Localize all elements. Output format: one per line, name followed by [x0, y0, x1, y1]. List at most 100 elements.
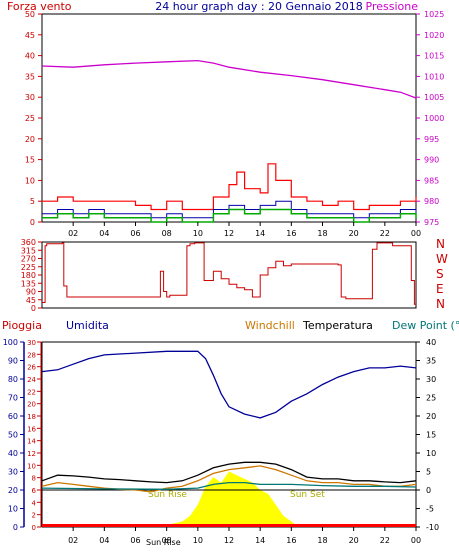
- top-x-tick-label: 08: [162, 229, 172, 238]
- pressure-axis-label: 1025: [424, 10, 444, 19]
- direction-axis-label: 225: [21, 263, 36, 272]
- wind-axis-label: 30: [25, 93, 35, 102]
- rain-axis-label: 12: [27, 450, 36, 458]
- rain-axis-label: 16: [27, 425, 36, 433]
- sunrise-label-bottom: Sun Rise: [146, 538, 181, 547]
- direction-axis-label: 360: [21, 238, 36, 247]
- humidity-axis-label: 70: [8, 394, 18, 403]
- top-x-tick-label: 14: [255, 229, 265, 238]
- top-x-tick-label: 16: [286, 229, 296, 238]
- rain-axis-label: 4: [32, 499, 37, 507]
- wind-axis-label: 25: [25, 114, 35, 123]
- top-x-axis: 02 04 06 08 10 12 14 16 18 20 22 00: [68, 222, 421, 238]
- bottom-x-tick-label: 20: [349, 536, 359, 545]
- wind-speed-axis: 0 5 10 15 20 25 30 35 40 45 50: [25, 10, 42, 227]
- dir-label-w: W: [436, 252, 448, 266]
- wind-axis-label: 40: [25, 52, 35, 61]
- rain-axis-label: 26: [27, 364, 36, 372]
- temperature-axes: 0102030405060708090100024681012141618202…: [3, 338, 439, 532]
- temp-axis-label: 5: [426, 468, 431, 477]
- wind-axis-label: 35: [25, 72, 35, 81]
- top-x-tick-label: 20: [349, 229, 359, 238]
- direction-series: [42, 242, 416, 305]
- pressure-axis-label: 990: [424, 156, 439, 165]
- wind-axis-label: 10: [25, 176, 35, 185]
- humidity-axis-label: 0: [13, 523, 18, 532]
- wind-direction-frame: [41, 241, 417, 309]
- top-x-tick-label: 18: [317, 229, 327, 238]
- temperature-panel: 0102030405060708090100024681012141618202…: [3, 338, 439, 547]
- rain-axis-label: 0: [32, 524, 36, 532]
- pressure-axis: 975 980 985 990 995 1000 1005 1010 1015 1020 1025: [416, 10, 444, 227]
- rain-axis-label: 30: [27, 339, 36, 347]
- wind-axis-label: 5: [30, 197, 35, 206]
- solar-radiation-area: [158, 471, 300, 527]
- wind-speed-line: [42, 208, 417, 223]
- pressure-axis-label: 1015: [424, 52, 444, 61]
- legend-dewpoint: Dew Point (°C: [392, 319, 459, 332]
- humidity-axis-label: 100: [3, 338, 18, 347]
- temp-axis-label: 10: [426, 449, 436, 458]
- rain-axis-label: 8: [32, 475, 36, 483]
- top-x-tick-label: 04: [99, 229, 109, 238]
- wind-pressure-series: [41, 59, 417, 223]
- wind-direction-line: [42, 242, 416, 305]
- pressure-axis-label: 995: [424, 135, 439, 144]
- humidity-line: [41, 350, 417, 419]
- rain-axis-label: 18: [27, 413, 36, 421]
- wind-axis-label: 0: [30, 218, 35, 227]
- chart-title: 24 hour graph day : 20 Gennaio 2018: [155, 0, 363, 13]
- pressure-title: Pressione: [366, 0, 419, 13]
- rain-axis-label: 14: [27, 438, 36, 446]
- rain-bar: [42, 524, 416, 527]
- pressure-axis-label: 1005: [424, 93, 444, 102]
- bottom-x-tick-label: 08: [162, 536, 172, 545]
- wind-axis-label: 50: [25, 10, 35, 19]
- bottom-x-tick-label: 22: [380, 536, 390, 545]
- temp-axis-label: 40: [426, 338, 436, 347]
- rain-axis-label: 6: [32, 487, 37, 495]
- temperature-line: [41, 461, 417, 484]
- direction-axis-label: 315: [21, 246, 36, 255]
- direction-axis-label: 45: [26, 296, 36, 305]
- bottom-x-tick-label: 00: [411, 536, 421, 545]
- pressure-line: [41, 59, 417, 99]
- direction-axis-label: 180: [21, 271, 36, 280]
- top-x-tick-label: 02: [68, 229, 78, 238]
- bottom-x-tick-label: 10: [193, 536, 203, 545]
- windchill-line: [41, 465, 417, 493]
- direction-axis-label: 135: [21, 279, 36, 288]
- wind-axis-label: 15: [25, 156, 35, 165]
- temp-axis-label: 30: [426, 375, 436, 384]
- bottom-x-tick-label: 02: [68, 536, 78, 545]
- sunset-label: Sun Set: [290, 490, 325, 500]
- bottom-x-tick-label: 14: [255, 536, 265, 545]
- wind-gust-line: [42, 163, 417, 211]
- humidity-axis-label: 40: [8, 449, 18, 458]
- temp-axis-label: 0: [426, 486, 431, 495]
- legend-rain: Pioggia: [2, 319, 42, 332]
- direction-axis-label: 90: [26, 288, 36, 297]
- dewpoint-line: [41, 481, 417, 490]
- rain-axis-label: 28: [27, 351, 36, 359]
- temp-axis-label: 15: [426, 431, 436, 440]
- bottom-x-tick-label: 06: [130, 536, 140, 545]
- dir-label-s: S: [436, 267, 444, 281]
- humidity-axis-label: 80: [8, 375, 18, 384]
- bottom-x-tick-label: 16: [286, 536, 296, 545]
- direction-labels: N W S E N: [436, 237, 448, 311]
- rain-axis-label: 10: [27, 462, 36, 470]
- dir-label-n-top: N: [436, 237, 445, 251]
- top-x-tick-label: 12: [224, 229, 234, 238]
- temperature-series: [41, 350, 417, 527]
- sunrise-label: Sun Rise: [148, 490, 187, 500]
- humidity-axis-label: 90: [8, 357, 18, 366]
- humidity-axis-label: 30: [8, 468, 18, 477]
- temp-axis-label: 25: [426, 394, 436, 403]
- bottom-x-axis: 02 04 06 08 10 12 14 16 18 20 22 00: [68, 527, 421, 545]
- wind-speed-title: Forza vento: [7, 0, 72, 13]
- top-x-tick-label: 06: [130, 229, 140, 238]
